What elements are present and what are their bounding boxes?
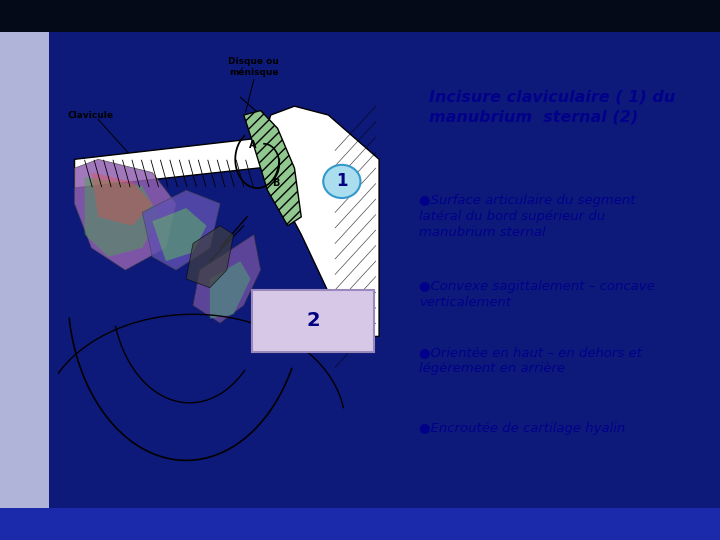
Polygon shape <box>75 159 176 270</box>
Text: A: A <box>249 140 256 150</box>
Bar <box>0 32 49 508</box>
Text: ●Orientée en haut – en dehors et
légèrement en arrière: ●Orientée en haut – en dehors et légèrem… <box>419 346 642 375</box>
Polygon shape <box>243 111 301 226</box>
Bar <box>0 0 720 43</box>
Text: 2: 2 <box>306 312 320 330</box>
Polygon shape <box>75 137 278 188</box>
Text: B: B <box>272 178 280 188</box>
Polygon shape <box>142 190 220 270</box>
Polygon shape <box>261 106 379 336</box>
Polygon shape <box>210 261 251 319</box>
Text: ●Convexe sagittalement – concave
verticalement: ●Convexe sagittalement – concave vertica… <box>419 280 655 308</box>
Text: ●Encroutée de cartilage hyalin: ●Encroutée de cartilage hyalin <box>419 422 626 435</box>
Text: 1: 1 <box>336 172 348 191</box>
Polygon shape <box>91 173 153 226</box>
Text: Clavicule: Clavicule <box>68 111 114 119</box>
Polygon shape <box>186 226 233 288</box>
Text: Incisure claviculaire ( 1) du
manubrium  sternal (2): Incisure claviculaire ( 1) du manubrium … <box>428 90 675 124</box>
Text: ●Surface articulaire du segment
latéral du bord supérieur du
manubrium sternal: ●Surface articulaire du segment latéral … <box>419 194 636 239</box>
Bar <box>0 497 720 540</box>
Bar <box>0 32 720 508</box>
FancyBboxPatch shape <box>252 290 374 352</box>
Polygon shape <box>85 177 159 256</box>
Text: Disque ou
ménisque: Disque ou ménisque <box>228 57 279 77</box>
Ellipse shape <box>323 165 361 198</box>
Polygon shape <box>153 208 207 261</box>
Polygon shape <box>193 234 261 323</box>
